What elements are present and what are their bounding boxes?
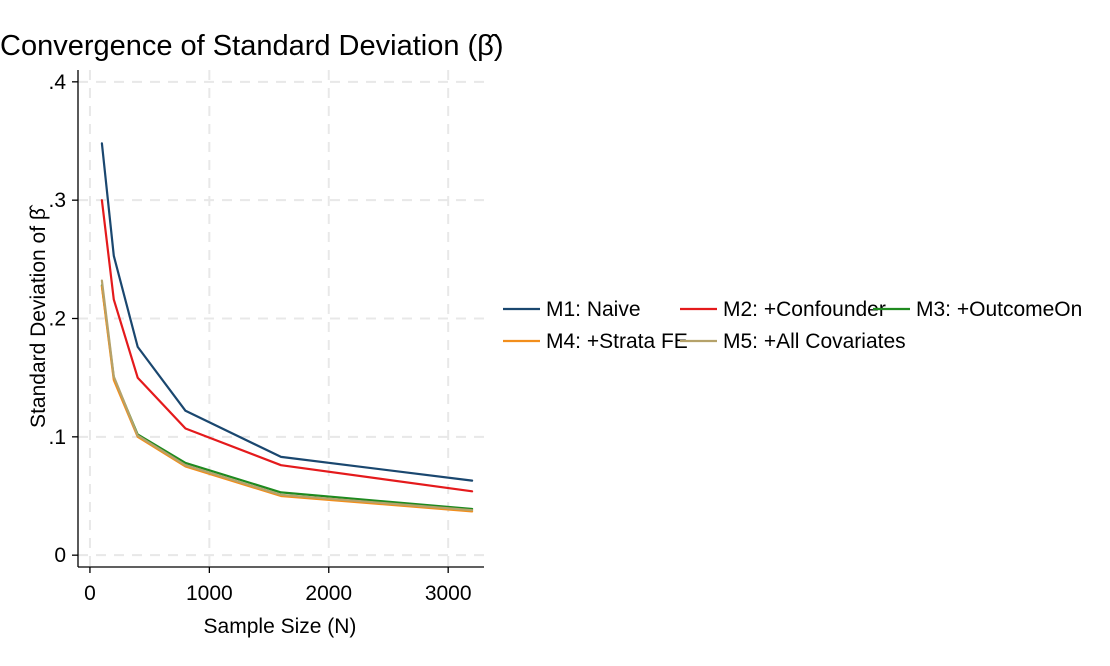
grid xyxy=(78,70,484,567)
y-tick-label: .2 xyxy=(48,308,66,331)
legend-label-m1: M1: Naive xyxy=(546,298,641,321)
x-tick-label: 1000 xyxy=(186,582,233,605)
x-tick-label: 3000 xyxy=(425,582,472,605)
x-tick-label: 0 xyxy=(84,582,96,605)
x-tick-label: 2000 xyxy=(305,582,352,605)
legend: M1: Naive M2: +Confounder M3: +OutcomeOn M4… xyxy=(503,298,1082,353)
series-line-m2 xyxy=(100,199,474,493)
legend-label-m3: M3: +OutcomeOn xyxy=(916,298,1082,321)
y-tick-label: .3 xyxy=(48,189,66,212)
legend-label-m5: M5: +All Covariates xyxy=(723,330,906,353)
legend-label-m4: M4: +Strata FE xyxy=(546,330,688,353)
y-tick-label: .4 xyxy=(48,71,66,94)
plot-series xyxy=(100,142,474,513)
tick-labels: 0 1000 2000 3000 0 .1 .2 .3 .4 xyxy=(48,71,471,605)
chart-title: Convergence of Standard Deviation (β̂) xyxy=(0,30,504,62)
series-line-m1 xyxy=(100,142,474,482)
x-axis-label: Sample Size (N) xyxy=(204,615,357,638)
y-axis-label: Standard Deviation of β̂ xyxy=(27,204,50,428)
y-tick-label: .1 xyxy=(48,426,66,449)
axes xyxy=(72,70,484,573)
legend-label-m2: M2: +Confounder xyxy=(723,298,886,321)
y-tick-label: 0 xyxy=(54,544,66,567)
series-line-m5 xyxy=(100,279,474,512)
